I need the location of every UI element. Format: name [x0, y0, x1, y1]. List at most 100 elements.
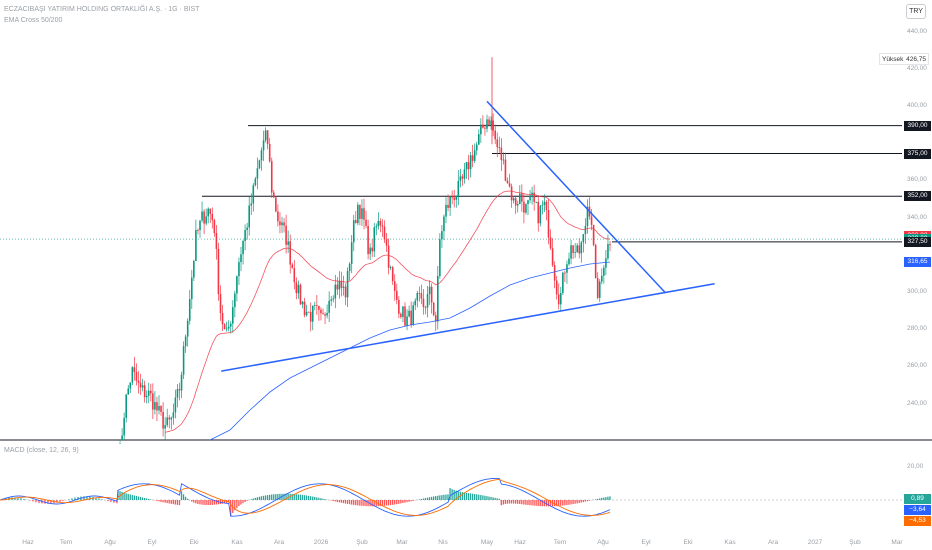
time-axis-tick: Nis [438, 539, 448, 546]
macd-histogram-bar [426, 497, 429, 500]
time-axis-tick: Ara [273, 539, 285, 546]
candle-body [592, 224, 595, 245]
macd-histogram-bar [496, 498, 498, 500]
macd-histogram-bar [541, 500, 543, 507]
candle-body [379, 220, 382, 226]
currency-button[interactable]: TRY [906, 4, 926, 19]
macd-histogram-bar [168, 500, 170, 504]
candle-body [252, 185, 255, 204]
macd-histogram-bar [287, 493, 289, 500]
macd-histogram-bar [223, 500, 226, 504]
candle-body [490, 120, 492, 125]
candle-body [383, 226, 386, 240]
time-axis-tick: 2027 [807, 539, 823, 546]
candle-body [545, 201, 548, 210]
candle-body [301, 301, 304, 305]
candle-body [135, 371, 138, 381]
macd-histogram-bar [256, 497, 258, 500]
macd-histogram-bar [74, 497, 76, 500]
macd-histogram-bar [564, 500, 566, 506]
macd-histogram-bar [586, 500, 589, 502]
macd-histogram-bar [428, 497, 431, 500]
candle-body [305, 311, 308, 316]
macd-histogram-bar [14, 497, 16, 500]
candle-body [242, 241, 244, 255]
macd-histogram-bar [182, 494, 185, 500]
candle-body [478, 134, 480, 145]
candle-body [494, 130, 496, 140]
macd-histogram-bar [334, 500, 336, 502]
candle-body [176, 389, 179, 398]
macd-histogram-bar [574, 500, 576, 504]
candle-body [238, 262, 240, 277]
candle-body [418, 293, 421, 294]
macd-histogram-bar [609, 496, 611, 500]
candle-body [398, 299, 400, 314]
candle-body [480, 124, 482, 135]
macd-histogram-bar [262, 495, 265, 500]
candle-body [506, 180, 509, 184]
macd-histogram-bar [576, 500, 578, 504]
macd-histogram-bar [371, 500, 373, 507]
candle-body [555, 280, 558, 295]
candle-body [273, 192, 275, 198]
candle-body [275, 197, 277, 212]
macd-histogram-bar [158, 500, 160, 502]
macd-indicator-label[interactable]: MACD (close, 12, 26, 9) [4, 447, 79, 454]
macd-histogram-bar [244, 500, 246, 502]
macd-histogram-bar [318, 497, 320, 500]
candle-body [605, 258, 607, 268]
macd-histogram-bar [478, 494, 480, 500]
macd-histogram-bar [453, 489, 455, 500]
candle-body [357, 204, 359, 224]
chart-title[interactable]: ECZACIBAŞI YATIRIM HOLDING ORTAKLIĞI A.Ş… [4, 6, 200, 13]
macd-histogram-bar [273, 494, 275, 500]
candle-body [152, 393, 154, 410]
ema-cross-indicator-label[interactable]: EMA Cross 50/200 [4, 17, 63, 24]
price-axis-tick: 280,00 [907, 325, 927, 333]
candle-body [396, 290, 398, 300]
high-marker-label: Yüksek [882, 55, 904, 63]
macd-histogram-bar [303, 495, 306, 500]
candle-body [322, 313, 324, 315]
macd-histogram-bar [474, 494, 476, 500]
candle-body [553, 265, 556, 281]
macd-histogram-bar [344, 500, 347, 504]
price-axis-tick: 420,00 [907, 64, 927, 72]
macd-histogram-bar [437, 495, 439, 500]
candle-body [482, 124, 484, 128]
candle-body [307, 311, 310, 313]
time-axis-tick: Şub [849, 539, 861, 546]
candle-body [541, 204, 544, 206]
candle-body [150, 390, 152, 394]
price-axis-tick: 340,00 [907, 213, 927, 221]
macd-histogram-bar [463, 492, 466, 500]
macd-histogram-bar [285, 493, 287, 500]
time-axis-tick: Ağu [597, 539, 609, 546]
macd-histogram-bar [502, 500, 504, 505]
ema200-line [209, 261, 611, 441]
macd-histogram-bar [445, 494, 447, 500]
candle-body [367, 225, 369, 255]
macd-histogram-bar [234, 500, 236, 511]
time-axis-tick: Eyl [641, 539, 651, 546]
candle-body [215, 233, 218, 249]
macd-histogram-bar [271, 494, 273, 500]
macd-histogram-bar [357, 500, 359, 506]
macd-histogram-bar [424, 498, 427, 500]
macd-histogram-bar [594, 499, 597, 500]
macd-histogram-bar [418, 499, 420, 500]
candle-body [375, 226, 378, 228]
candle-body [459, 176, 462, 182]
macd-histogram-bar [471, 493, 474, 500]
candle-body [510, 186, 513, 201]
candle-body [496, 139, 499, 148]
candle-body [414, 300, 417, 306]
candle-body [406, 316, 408, 326]
candle-body [502, 159, 505, 161]
candle-body [158, 406, 160, 411]
candle-body [533, 192, 535, 202]
macd-histogram-bar [279, 493, 281, 500]
macd-histogram-bar [68, 499, 70, 500]
